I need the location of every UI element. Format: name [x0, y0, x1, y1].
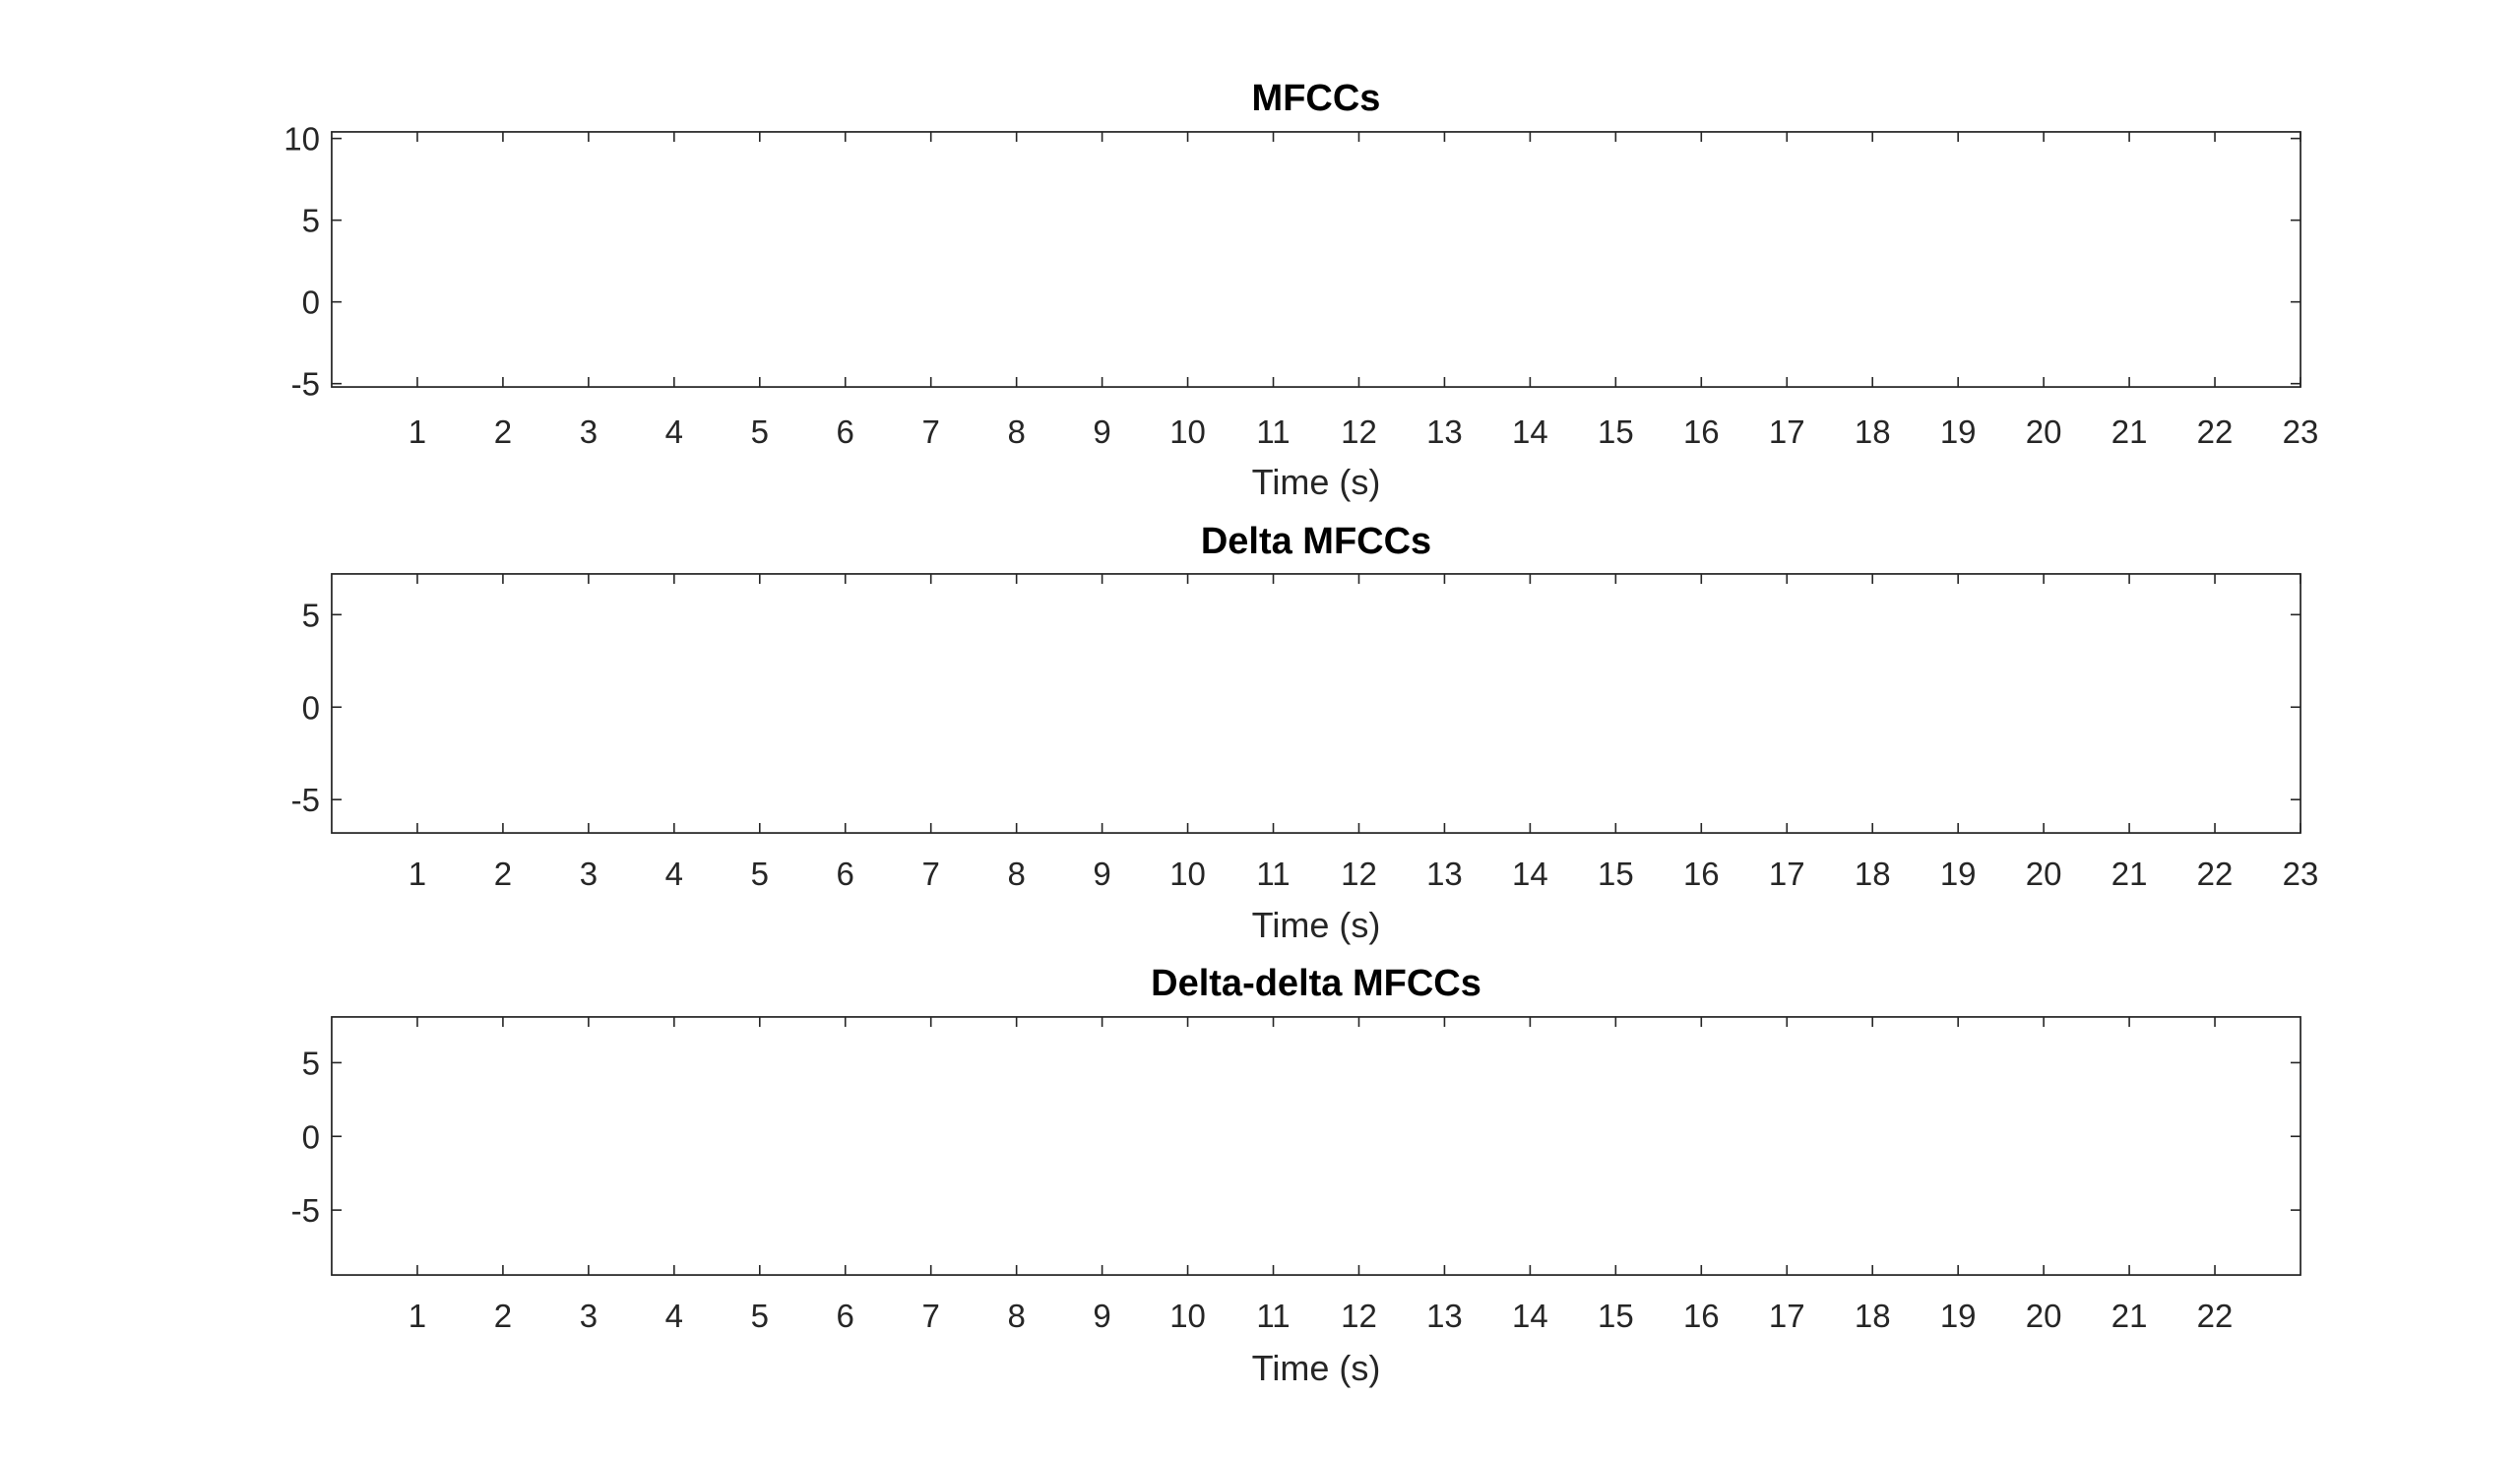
x-tick-label: 12 — [1341, 856, 1377, 892]
x-tick-label: 2 — [494, 856, 512, 892]
x-tick-label: 1 — [409, 856, 426, 892]
x-axis-label: Time (s) — [1252, 462, 1381, 502]
x-tick-label: 2 — [494, 413, 512, 450]
x-tick-label: 16 — [1683, 1298, 1720, 1334]
subplot-title: Delta-delta MFCCs — [1151, 963, 1481, 1004]
x-tick-label: 10 — [1169, 1298, 1206, 1334]
x-tick-label: 20 — [2026, 1298, 2062, 1334]
x-tick-label: 15 — [1598, 856, 1634, 892]
x-tick-label: 9 — [1093, 856, 1110, 892]
x-tick-label: 5 — [751, 856, 769, 892]
x-tick-label: 1 — [409, 413, 426, 450]
subplot-mfccs: MFCCs 1 2 3 4 5 6 7 8 9 10 11 12 13 14 15 16 17 18 19 20 21 2… — [284, 78, 2318, 502]
subplot-delta-mfccs: Delta MFCCs 1 2 3 4 5 6 7 8 9 10 11 12 13 14 15 16 17 18 1… — [291, 521, 2319, 945]
tick-layer: 1 2 3 4 5 6 7 8 9 10 11 12 13 14 15 16 17 18 19 20 21 22 23-50… — [284, 121, 2318, 450]
x-tick-label: 23 — [2283, 856, 2319, 892]
x-tick-label: 11 — [1256, 1298, 1290, 1334]
y-tick-label: 5 — [302, 597, 320, 633]
y-tick-label: 0 — [302, 285, 320, 321]
x-tick-label: 12 — [1341, 413, 1377, 450]
tick-layer: 1 2 3 4 5 6 7 8 9 10 11 12 13 14 15 16 17 18 19 20 21 22 23-50… — [291, 574, 2319, 892]
y-tick-label: -5 — [291, 1192, 320, 1229]
x-tick-label: 10 — [1169, 413, 1206, 450]
x-tick-label: 12 — [1341, 1298, 1377, 1334]
x-tick-label: 20 — [2026, 413, 2062, 450]
x-tick-label: 6 — [837, 1298, 854, 1334]
x-tick-label: 18 — [1855, 856, 1891, 892]
x-tick-label: 6 — [837, 413, 854, 450]
y-tick-label: 5 — [302, 1045, 320, 1081]
x-tick-label: 3 — [580, 1298, 598, 1334]
x-tick-label: 16 — [1683, 856, 1720, 892]
x-tick-label: 13 — [1426, 856, 1463, 892]
x-tick-label: 1 — [409, 1298, 426, 1334]
subplot-delta-delta-mfccs: Delta-delta MFCCs 1 2 3 4 5 6 7 8 9 10 11 12 13 14 15 1… — [291, 963, 2301, 1388]
x-tick-label: 6 — [837, 856, 854, 892]
x-tick-label: 5 — [751, 413, 769, 450]
y-tick-label: -5 — [291, 366, 320, 403]
y-tick-label: 10 — [284, 121, 320, 158]
x-tick-label: 8 — [1007, 413, 1025, 450]
x-tick-label: 20 — [2026, 856, 2062, 892]
x-tick-label: 11 — [1256, 856, 1290, 892]
x-tick-label: 4 — [665, 856, 683, 892]
x-tick-label: 14 — [1512, 1298, 1548, 1334]
x-tick-label: 13 — [1426, 413, 1463, 450]
tick-layer: 1 2 3 4 5 6 7 8 9 10 11 12 13 14 15 16 17 18 19 20 21 22-505 — [291, 1017, 2300, 1334]
x-tick-label: 19 — [1940, 413, 1977, 450]
x-tick-label: 22 — [2197, 413, 2234, 450]
x-tick-label: 4 — [665, 1298, 683, 1334]
x-tick-label: 21 — [2111, 856, 2148, 892]
axes-frame-outline — [331, 1016, 2301, 1276]
x-tick-label: 7 — [922, 413, 940, 450]
axes-frame-outline — [331, 131, 2301, 388]
x-tick-label: 17 — [1769, 856, 1805, 892]
x-tick-label: 8 — [1007, 1298, 1025, 1334]
x-tick-label: 21 — [2111, 1298, 2148, 1334]
axes-frame-outline — [331, 573, 2301, 834]
x-tick-label: 22 — [2197, 856, 2234, 892]
x-tick-label: 21 — [2111, 413, 2148, 450]
x-tick-label: 11 — [1256, 413, 1290, 450]
x-tick-label: 15 — [1598, 413, 1634, 450]
x-tick-label: 19 — [1940, 1298, 1977, 1334]
x-tick-label: 3 — [580, 856, 598, 892]
x-tick-label: 15 — [1598, 1298, 1634, 1334]
x-axis-label: Time (s) — [1252, 905, 1381, 945]
subplot-title: Delta MFCCs — [1201, 521, 1431, 562]
x-tick-label: 7 — [922, 856, 940, 892]
x-tick-label: 3 — [580, 413, 598, 450]
x-tick-label: 18 — [1855, 413, 1891, 450]
x-tick-label: 22 — [2197, 1298, 2234, 1334]
x-tick-label: 4 — [665, 413, 683, 450]
x-tick-label: 17 — [1769, 413, 1805, 450]
x-tick-label: 16 — [1683, 413, 1720, 450]
y-tick-label: -5 — [291, 782, 320, 818]
x-tick-label: 7 — [922, 1298, 940, 1334]
x-tick-label: 19 — [1940, 856, 1977, 892]
x-tick-label: 8 — [1007, 856, 1025, 892]
x-tick-label: 23 — [2283, 413, 2319, 450]
x-tick-label: 14 — [1512, 413, 1548, 450]
y-tick-label: 0 — [302, 1118, 320, 1155]
x-tick-label: 10 — [1169, 856, 1206, 892]
x-tick-label: 5 — [751, 1298, 769, 1334]
x-tick-label: 14 — [1512, 856, 1548, 892]
x-tick-label: 18 — [1855, 1298, 1891, 1334]
x-tick-label: 17 — [1769, 1298, 1805, 1334]
x-tick-label: 9 — [1093, 1298, 1110, 1334]
x-axis-label: Time (s) — [1252, 1348, 1381, 1388]
y-tick-label: 0 — [302, 689, 320, 726]
y-tick-label: 5 — [302, 203, 320, 239]
subplot-title: MFCCs — [1252, 78, 1381, 119]
x-tick-label: 9 — [1093, 413, 1110, 450]
x-tick-label: 2 — [494, 1298, 512, 1334]
x-tick-label: 13 — [1426, 1298, 1463, 1334]
